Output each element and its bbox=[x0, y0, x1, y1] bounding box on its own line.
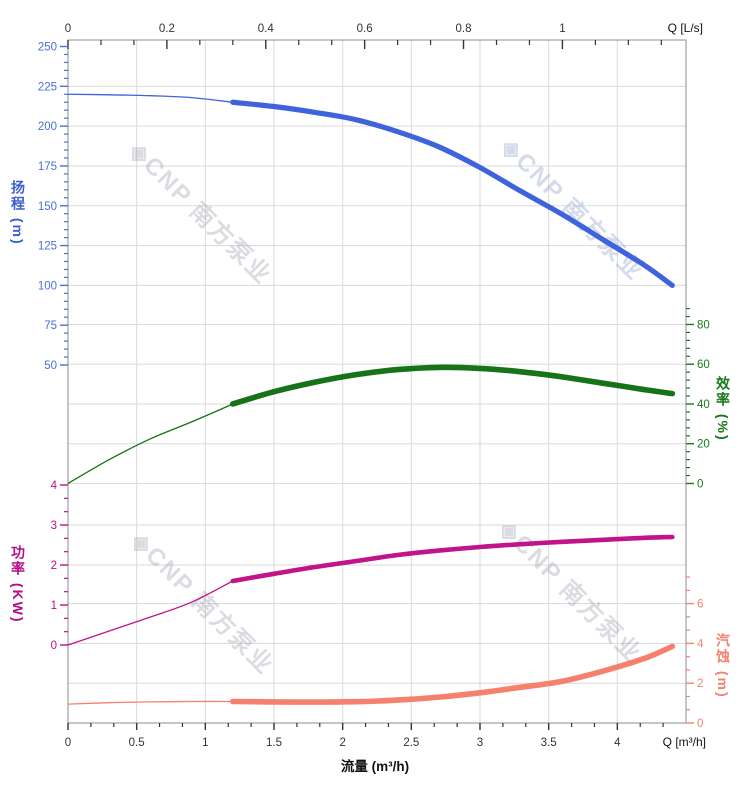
eff-tick-label: 0 bbox=[697, 479, 703, 491]
head-curve bbox=[230, 99, 675, 288]
bottom-axis-tick-label: 1.5 bbox=[266, 737, 282, 749]
bottom-axis-tick-label: 3 bbox=[477, 737, 483, 749]
head-tick-label: 125 bbox=[38, 241, 57, 253]
top-axis-tick-label: 0.2 bbox=[159, 23, 175, 35]
bottom-axis-tick-label: 0.5 bbox=[129, 737, 145, 749]
eff-tick-label: 60 bbox=[697, 359, 710, 371]
bottom-axis-unit-label: Q [m³/h] bbox=[663, 735, 706, 749]
npsh-tick-label: 2 bbox=[697, 678, 703, 690]
eff-curve-thin bbox=[67, 403, 234, 485]
power-tick-label: 4 bbox=[51, 480, 58, 492]
power-curve-thin bbox=[67, 580, 234, 646]
head-tick-label: 225 bbox=[38, 81, 57, 93]
eff-tick-label: 80 bbox=[697, 319, 710, 331]
head-tick-label: 200 bbox=[38, 121, 57, 133]
eff-curve bbox=[230, 364, 676, 407]
head-tick-label: 100 bbox=[38, 280, 57, 292]
power-tick-label: 3 bbox=[51, 520, 57, 532]
bottom-axis-tick-label: 3.5 bbox=[541, 737, 557, 749]
npsh-tick-label: 4 bbox=[697, 638, 704, 650]
top-axis-unit-label: Q [L/s] bbox=[668, 21, 703, 35]
eff-tick-label: 40 bbox=[697, 399, 710, 411]
flow-axis-title: 流量 (m³/h) bbox=[340, 759, 410, 774]
npsh-tick-label: 6 bbox=[697, 599, 703, 611]
power-curve bbox=[230, 534, 675, 584]
head-tick-label: 50 bbox=[44, 360, 57, 372]
power-tick-label: 2 bbox=[51, 560, 57, 572]
head-tick-label: 75 bbox=[44, 320, 57, 332]
power-tick-label: 0 bbox=[51, 640, 57, 652]
power-tick-label: 1 bbox=[51, 600, 57, 612]
head-curve-thin bbox=[67, 93, 234, 103]
top-axis-tick-label: 1 bbox=[559, 23, 565, 35]
eff-tick-label: 20 bbox=[697, 439, 710, 451]
watermark: ◈CNP 南方泵业 bbox=[495, 132, 649, 286]
top-axis-tick-label: 0.4 bbox=[258, 23, 275, 35]
npsh-curve bbox=[230, 643, 676, 705]
bottom-axis-tick-label: 1 bbox=[202, 737, 208, 749]
bottom-axis-tick-label: 2 bbox=[339, 737, 345, 749]
head-tick-label: 175 bbox=[38, 161, 57, 173]
top-axis-tick-label: 0 bbox=[65, 23, 71, 35]
bottom-axis-tick-label: 0 bbox=[65, 737, 71, 749]
top-axis-tick-label: 0.6 bbox=[357, 23, 373, 35]
bottom-axis-tick-label: 2.5 bbox=[403, 737, 419, 749]
bottom-axis-tick-label: 4 bbox=[614, 737, 621, 749]
top-axis-tick-label: 0.8 bbox=[456, 23, 472, 35]
watermark: ◈CNP 南方泵业 bbox=[123, 136, 277, 290]
power-axis-title: 功率 (KW) bbox=[10, 545, 26, 624]
head-tick-label: 250 bbox=[38, 42, 57, 54]
npsh-tick-label: 0 bbox=[697, 718, 703, 730]
plot-border bbox=[67, 39, 687, 724]
head-tick-label: 150 bbox=[38, 201, 57, 213]
watermark: ◈CNP 南方泵业 bbox=[125, 526, 279, 680]
npsh-curve-thin bbox=[67, 700, 234, 705]
efficiency-axis-title: 效率 (%) bbox=[715, 376, 731, 442]
npsh-axis-title: 汽蚀 (m) bbox=[715, 633, 731, 699]
head-axis-title: 扬程 (m) bbox=[10, 180, 26, 246]
